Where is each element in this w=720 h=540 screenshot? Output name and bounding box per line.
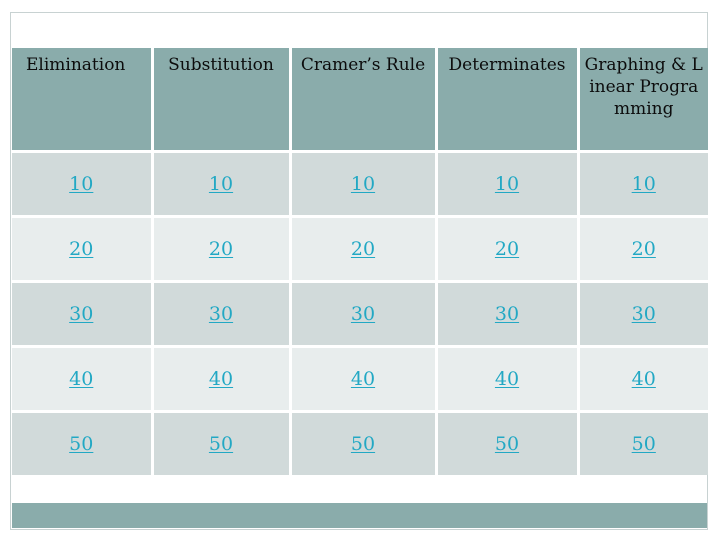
board-cell: 50 xyxy=(12,411,154,475)
points-link-substitution-30[interactable]: 30 xyxy=(208,303,234,325)
points-link-determinates-30[interactable]: 30 xyxy=(494,303,520,325)
category-determinates: Determinates xyxy=(436,48,580,153)
board-cell: 40 xyxy=(290,346,438,413)
board-cell: 20 xyxy=(290,216,438,283)
points-link-graphing-30[interactable]: 30 xyxy=(631,303,656,325)
points-link-determinates-40[interactable]: 40 xyxy=(494,368,520,390)
points-link-substitution-10[interactable]: 10 xyxy=(208,173,234,195)
points-link-graphing-10[interactable]: 10 xyxy=(631,173,656,195)
board-cell: 20 xyxy=(152,216,292,283)
board-cell: 40 xyxy=(436,346,580,413)
points-link-cramers-rule-30[interactable]: 30 xyxy=(350,303,376,325)
points-link-elimination-30[interactable]: 30 xyxy=(69,303,94,325)
board-cell: 10 xyxy=(578,151,708,218)
board-cell: 50 xyxy=(436,411,580,475)
points-row-50: 50 50 50 50 50 xyxy=(12,411,708,475)
points-link-graphing-40[interactable]: 40 xyxy=(631,368,656,390)
board-cell: 50 xyxy=(578,411,708,475)
board-cell: 30 xyxy=(436,281,580,348)
footer-bar xyxy=(12,503,707,528)
points-link-cramers-rule-20[interactable]: 20 xyxy=(350,238,376,260)
board-cell: 10 xyxy=(290,151,438,218)
points-row-20: 20 20 20 20 20 xyxy=(12,216,708,283)
points-link-cramers-rule-40[interactable]: 40 xyxy=(350,368,376,390)
board-cell: 40 xyxy=(578,346,708,413)
points-row-10: 10 10 10 10 10 xyxy=(12,151,708,218)
points-link-cramers-rule-50[interactable]: 50 xyxy=(350,433,376,455)
board-cell: 30 xyxy=(578,281,708,348)
points-link-cramers-rule-10[interactable]: 10 xyxy=(350,173,376,195)
points-link-graphing-50[interactable]: 50 xyxy=(631,433,656,455)
jeopardy-board: Elimination Substitution Cramer’s Rule D… xyxy=(12,48,708,475)
board-cell: 50 xyxy=(290,411,438,475)
board-cell: 20 xyxy=(436,216,580,283)
category-elimination: Elimination xyxy=(12,48,154,153)
board-cell: 30 xyxy=(290,281,438,348)
board-cell: 40 xyxy=(152,346,292,413)
points-link-elimination-20[interactable]: 20 xyxy=(69,238,94,260)
points-link-graphing-20[interactable]: 20 xyxy=(631,238,656,260)
points-link-determinates-20[interactable]: 20 xyxy=(494,238,520,260)
category-header-row: Elimination Substitution Cramer’s Rule D… xyxy=(12,48,708,153)
points-row-30: 30 30 30 30 30 xyxy=(12,281,708,348)
points-row-40: 40 40 40 40 40 xyxy=(12,346,708,413)
category-graphing-linear-programming: Graphing & Linear Programming xyxy=(578,48,708,153)
board-cell: 50 xyxy=(152,411,292,475)
board-cell: 20 xyxy=(12,216,154,283)
category-substitution: Substitution xyxy=(152,48,292,153)
points-link-substitution-40[interactable]: 40 xyxy=(208,368,234,390)
points-link-elimination-10[interactable]: 10 xyxy=(69,173,94,195)
points-link-substitution-50[interactable]: 50 xyxy=(208,433,234,455)
points-link-determinates-10[interactable]: 10 xyxy=(494,173,520,195)
board-cell: 40 xyxy=(12,346,154,413)
board-cell: 20 xyxy=(578,216,708,283)
points-link-elimination-40[interactable]: 40 xyxy=(69,368,94,390)
points-link-substitution-20[interactable]: 20 xyxy=(208,238,234,260)
points-link-elimination-50[interactable]: 50 xyxy=(69,433,94,455)
board-cell: 10 xyxy=(152,151,292,218)
points-link-determinates-50[interactable]: 50 xyxy=(494,433,520,455)
board-cell: 30 xyxy=(152,281,292,348)
category-cramers-rule: Cramer’s Rule xyxy=(290,48,438,153)
board-cell: 10 xyxy=(436,151,580,218)
board-cell: 30 xyxy=(12,281,154,348)
board-cell: 10 xyxy=(12,151,154,218)
